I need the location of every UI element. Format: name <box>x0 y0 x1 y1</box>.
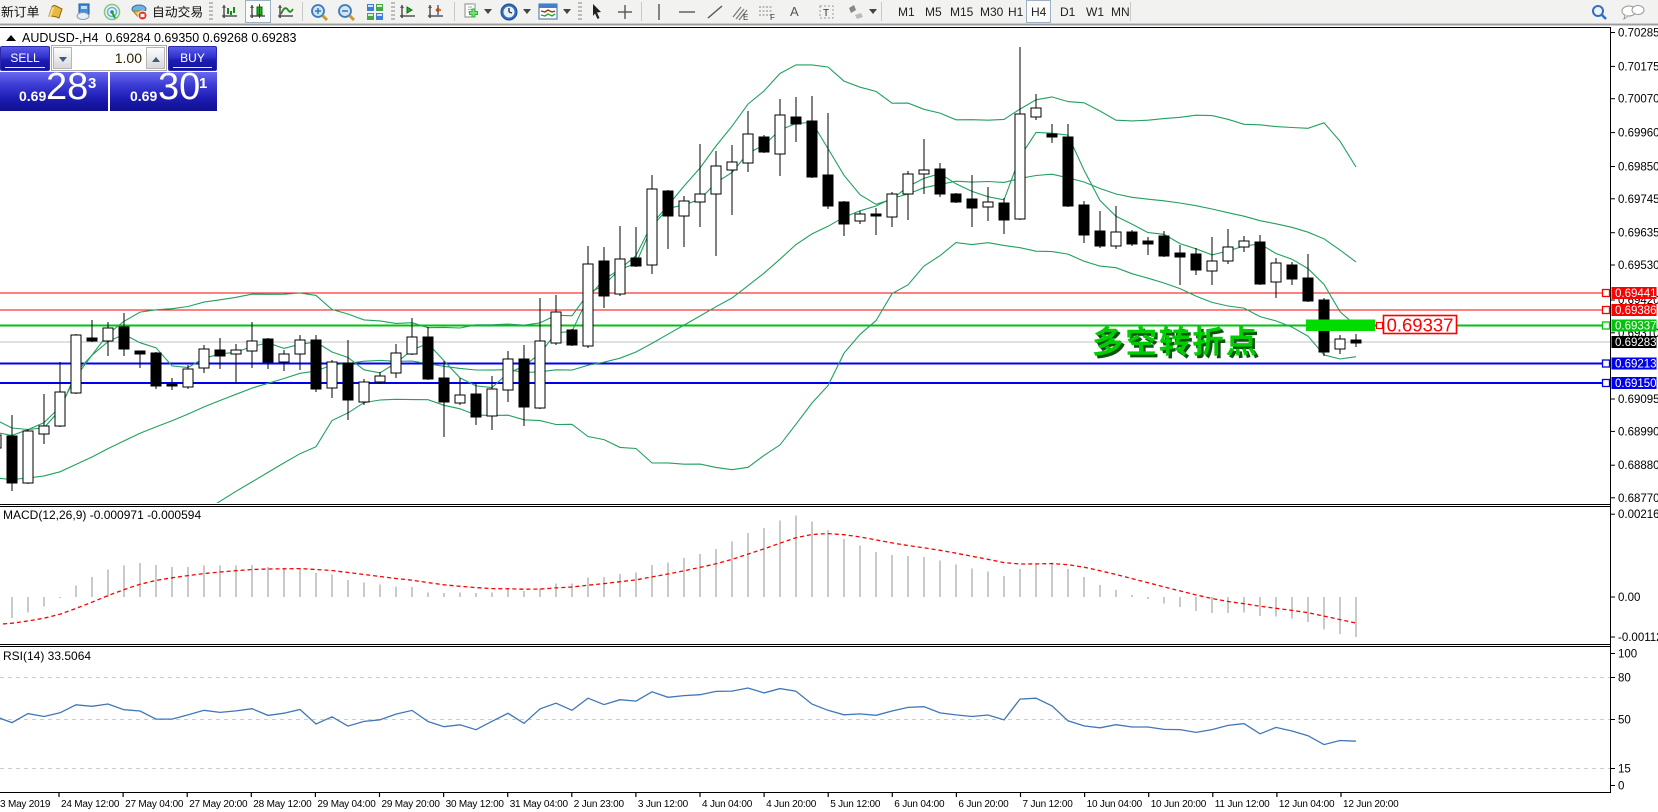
svg-text:11 Jun 12:00: 11 Jun 12:00 <box>1215 799 1270 810</box>
svg-text:29 May 20:00: 29 May 20:00 <box>382 799 441 810</box>
svg-text:4 Jun 04:00: 4 Jun 04:00 <box>702 799 753 810</box>
svg-text:F: F <box>770 13 775 21</box>
svg-text:0: 0 <box>1618 781 1624 793</box>
svg-text:0.68770: 0.68770 <box>1618 493 1658 505</box>
svg-text:7 Jun 12:00: 7 Jun 12:00 <box>1023 799 1074 810</box>
svg-text:0.002168: 0.002168 <box>1618 509 1658 521</box>
svg-text:0.70285: 0.70285 <box>1618 28 1658 40</box>
svg-text:-0.00112: -0.00112 <box>1618 632 1658 644</box>
svg-text:29 May 04:00: 29 May 04:00 <box>317 799 376 810</box>
svg-text:6 Jun 04:00: 6 Jun 04:00 <box>894 799 945 810</box>
svg-text:50: 50 <box>1618 715 1631 727</box>
svg-text:0.69441: 0.69441 <box>1615 288 1657 300</box>
svg-text:27 May 20:00: 27 May 20:00 <box>189 799 248 810</box>
svg-text:2 Jun 23:00: 2 Jun 23:00 <box>574 799 625 810</box>
svg-text:0.70175: 0.70175 <box>1618 61 1658 73</box>
svg-text:0.70070: 0.70070 <box>1618 94 1658 106</box>
svg-text:0.69337: 0.69337 <box>1615 321 1657 333</box>
svg-text:0.69213: 0.69213 <box>1615 359 1657 371</box>
svg-text:0.69850: 0.69850 <box>1618 162 1658 174</box>
svg-text:0.69745: 0.69745 <box>1618 194 1658 206</box>
svg-text:10 Jun 04:00: 10 Jun 04:00 <box>1087 799 1143 810</box>
svg-text:30 May 12:00: 30 May 12:00 <box>446 799 505 810</box>
svg-text:T: T <box>823 8 829 19</box>
svg-text:5 Jun 12:00: 5 Jun 12:00 <box>830 799 881 810</box>
svg-text:27 May 04:00: 27 May 04:00 <box>125 799 184 810</box>
svg-text:100: 100 <box>1618 649 1637 661</box>
svg-text:24 May 12:00: 24 May 12:00 <box>61 799 120 810</box>
svg-text:0.68880: 0.68880 <box>1618 460 1658 472</box>
svg-text:0.68990: 0.68990 <box>1618 426 1658 438</box>
svg-text:0.69283: 0.69283 <box>1615 337 1657 349</box>
svg-text:0.69960: 0.69960 <box>1618 128 1658 140</box>
svg-text:31 May 04:00: 31 May 04:00 <box>510 799 569 810</box>
svg-text:0.69386: 0.69386 <box>1615 305 1657 317</box>
svg-text:3 Jun 12:00: 3 Jun 12:00 <box>638 799 689 810</box>
svg-text:4 Jun 20:00: 4 Jun 20:00 <box>766 799 817 810</box>
svg-text:80: 80 <box>1618 673 1631 685</box>
svg-text:MACD(12,26,9) -0.000971 -0.000: MACD(12,26,9) -0.000971 -0.000594 <box>3 508 201 522</box>
svg-text:0.69095: 0.69095 <box>1618 394 1658 406</box>
svg-text:RSI(14) 33.5064: RSI(14) 33.5064 <box>3 649 91 663</box>
svg-text:15: 15 <box>1618 764 1631 776</box>
svg-text:10 Jun 20:00: 10 Jun 20:00 <box>1151 799 1207 810</box>
svg-text:12 Jun 04:00: 12 Jun 04:00 <box>1279 799 1335 810</box>
svg-text:28 May 12:00: 28 May 12:00 <box>253 799 312 810</box>
svg-text:12 Jun 20:00: 12 Jun 20:00 <box>1343 799 1399 810</box>
svg-text:0.69150: 0.69150 <box>1615 378 1657 390</box>
svg-text:3 May 2019: 3 May 2019 <box>0 799 51 810</box>
svg-text:AUDUSD-,H4 0.69284 0.69350 0.: AUDUSD-,H4 0.69284 0.69350 0.69268 0.692… <box>22 31 297 45</box>
svg-text:0.69337: 0.69337 <box>1387 315 1454 336</box>
svg-text:0.69530: 0.69530 <box>1618 260 1658 272</box>
svg-text:E: E <box>743 13 748 21</box>
svg-text:6 Jun 20:00: 6 Jun 20:00 <box>958 799 1009 810</box>
svg-text:0.69635: 0.69635 <box>1618 228 1658 240</box>
svg-text:0.00: 0.00 <box>1618 592 1640 604</box>
